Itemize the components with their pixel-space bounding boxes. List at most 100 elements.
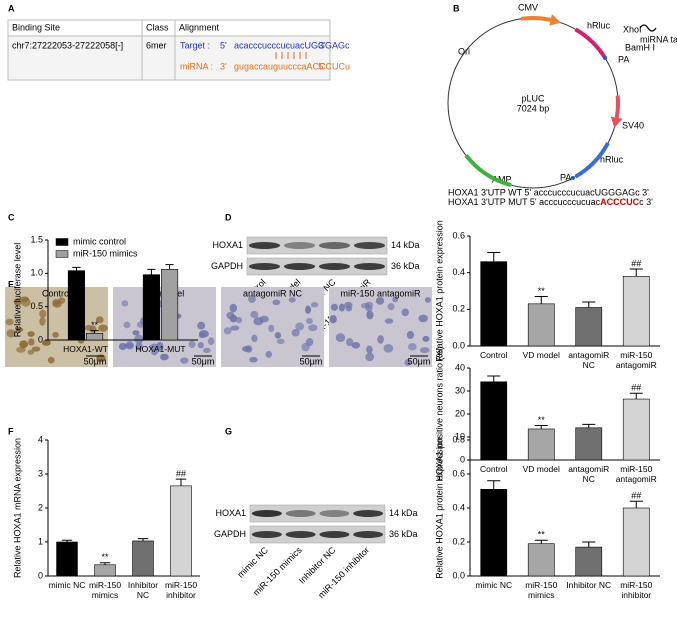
target-seq: acacccucccucuacUGGGAGc bbox=[234, 40, 350, 50]
y-tick-label: 40 bbox=[455, 362, 465, 372]
cell bbox=[6, 329, 16, 338]
cell bbox=[198, 332, 206, 339]
error-bar bbox=[487, 375, 501, 382]
cell bbox=[41, 339, 51, 346]
x-tick-label: Inhibitor NC bbox=[127, 580, 159, 600]
seq-mutation: ACCCUC bbox=[600, 197, 639, 207]
plasmid-size: 7024 bp bbox=[517, 103, 550, 113]
feature-label: hRluc bbox=[600, 154, 624, 164]
error-bar bbox=[629, 268, 643, 277]
blot-band bbox=[285, 531, 316, 538]
cell bbox=[125, 340, 134, 350]
bar bbox=[622, 276, 650, 347]
sequence-mut: HOXA1 3'UTP MUT 5' acccucccucuacACCCUCc … bbox=[448, 197, 653, 207]
x-tick-label: mimic NC bbox=[48, 580, 86, 590]
y-tick-label: 0.8 bbox=[452, 434, 465, 444]
x-tick-label: HOXA1-WT bbox=[63, 344, 108, 354]
bar bbox=[622, 398, 650, 461]
panel-label: E bbox=[8, 279, 14, 289]
y-axis-label: Relative luciferase level bbox=[12, 243, 22, 338]
cell bbox=[95, 316, 104, 324]
blot-band bbox=[318, 242, 351, 249]
cell bbox=[160, 353, 169, 361]
cell bbox=[151, 348, 158, 356]
x-tick-label: Control bbox=[480, 350, 508, 360]
cell bbox=[39, 317, 46, 326]
blot-row-label: GAPDH bbox=[214, 529, 246, 539]
table-header-cell: Class bbox=[146, 22, 169, 32]
cell bbox=[180, 357, 189, 364]
panel-label: A bbox=[8, 3, 15, 13]
y-axis-label: HOXA1 positive neurons ratio (%) bbox=[434, 346, 444, 481]
cell bbox=[121, 300, 129, 307]
bar bbox=[142, 274, 160, 341]
cell bbox=[188, 340, 196, 348]
cell bbox=[387, 303, 395, 311]
y-tick-label: 2 bbox=[38, 502, 43, 512]
blot-band bbox=[251, 531, 282, 538]
blot-band bbox=[248, 242, 281, 249]
feature-label: hRluc bbox=[587, 20, 611, 30]
blot-band bbox=[285, 510, 316, 517]
table-header bbox=[7, 19, 331, 37]
target-end: 3' bbox=[318, 40, 325, 50]
x-tick-label: Control bbox=[480, 464, 508, 474]
plasmid-feature bbox=[574, 27, 607, 60]
cell bbox=[305, 318, 313, 325]
significance-label: ## bbox=[631, 383, 641, 393]
pa-site bbox=[570, 176, 575, 181]
significance-label: ** bbox=[91, 320, 99, 330]
blot-band bbox=[353, 242, 386, 249]
cell bbox=[295, 322, 305, 331]
cell bbox=[15, 327, 24, 333]
y-tick-label: 4 bbox=[38, 434, 43, 444]
cell bbox=[250, 310, 259, 319]
legend-swatch bbox=[55, 250, 69, 258]
significance-label: ## bbox=[631, 258, 641, 268]
x-tick-label: VD model bbox=[522, 350, 560, 360]
cell bbox=[384, 318, 394, 324]
mirna-seq: gugaccauguucccaACCCUCu bbox=[234, 61, 350, 71]
plasmid-feature bbox=[464, 154, 512, 188]
blot-band bbox=[248, 263, 281, 270]
micrograph-label: antagomiR NC bbox=[243, 288, 303, 298]
blot-strip bbox=[249, 504, 386, 523]
seq-part: c 3' bbox=[639, 197, 653, 207]
panel-label: B bbox=[453, 3, 460, 13]
cell bbox=[47, 356, 55, 364]
feature-label: CMV bbox=[518, 2, 538, 12]
legend-swatch bbox=[55, 238, 69, 246]
cell bbox=[419, 347, 430, 354]
panel-label: F bbox=[8, 426, 14, 436]
error-bar bbox=[534, 539, 548, 544]
bar bbox=[132, 540, 154, 577]
cell bbox=[5, 318, 14, 326]
bar bbox=[480, 381, 508, 461]
y-tick-label: 0.2 bbox=[452, 536, 465, 546]
y-tick-label: 20 bbox=[455, 408, 465, 418]
y-tick-label: 30 bbox=[455, 385, 465, 395]
cell bbox=[251, 334, 258, 343]
error-bar bbox=[137, 538, 149, 541]
cell bbox=[134, 334, 144, 344]
plasmid-name: pLUC bbox=[521, 93, 545, 103]
cell bbox=[28, 338, 35, 346]
cell bbox=[366, 345, 373, 354]
significance-label: ** bbox=[538, 415, 546, 425]
cell bbox=[418, 314, 428, 323]
cell bbox=[346, 338, 354, 347]
bar bbox=[527, 428, 555, 461]
y-tick-label: 3 bbox=[38, 468, 43, 478]
cell bbox=[265, 350, 272, 358]
cell bbox=[52, 298, 60, 306]
bar bbox=[480, 261, 508, 347]
blot-strip bbox=[246, 257, 388, 276]
significance-label: ## bbox=[176, 468, 186, 478]
x-tick-label: miR-150 mimics bbox=[88, 580, 122, 600]
bar bbox=[527, 303, 555, 347]
blot-band bbox=[283, 263, 316, 270]
feature-label: miRNA target bbox=[640, 34, 677, 44]
target-line: Target : 5' acacccucccucuacUGGGAGc 3' bbox=[180, 40, 350, 50]
y-axis-label: Relative HOXA1 protein expression bbox=[434, 220, 444, 362]
blot-size-label: 14 kDa bbox=[389, 508, 418, 518]
